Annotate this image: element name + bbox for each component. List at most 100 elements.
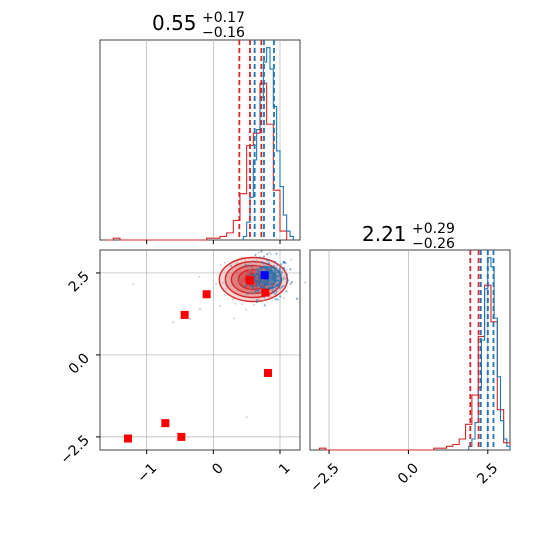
- p2-sample-gray: [243, 289, 246, 292]
- p2-sample-gray: [224, 283, 227, 286]
- p2-sample-gray: [232, 279, 235, 282]
- p2-marker-red-0: [124, 434, 132, 443]
- p2-sample-gray: [270, 253, 273, 256]
- p2-sample-gray: [233, 317, 236, 320]
- p2-sample-blue: [277, 284, 280, 287]
- p2-sample-gray: [253, 292, 256, 295]
- p2-sample-gray: [277, 281, 280, 284]
- p2-sample-gray: [235, 289, 238, 292]
- p2-sample-blue: [278, 282, 281, 286]
- p2-marker-red-3: [180, 310, 189, 319]
- p2-sample-blue: [273, 264, 276, 268]
- p2-marker-red-6: [261, 288, 270, 297]
- p2-sample-gray: [243, 271, 246, 274]
- p2-marker-red-7: [246, 276, 254, 285]
- p2-sample-blue: [271, 281, 274, 284]
- p2-sample-blue: [267, 278, 271, 281]
- p2-sample-gray: [282, 296, 285, 299]
- panel-bottom-right-title-value: 2.21: [362, 222, 407, 246]
- p2-sample-gray: [248, 288, 251, 291]
- p2-sample-gray: [234, 273, 237, 276]
- p2-sample-blue: [254, 284, 257, 287]
- p2-sample-blue: [274, 288, 277, 291]
- p2-sample-blue: [282, 261, 285, 264]
- p2-sample-blue: [229, 264, 232, 267]
- p2-sample-outlier-2: [219, 304, 221, 307]
- p2-sample-blue: [270, 268, 273, 271]
- panel-top-left-title-plus: +0.17: [202, 10, 245, 26]
- p2-tick-label-y-0: −2.5: [57, 432, 92, 467]
- panel-bottom-right-grid: [328, 250, 489, 450]
- p3-hist-red: [318, 284, 511, 451]
- p2-sample-gray: [237, 269, 240, 272]
- p2-sample-gray: [240, 276, 243, 279]
- p2-sample-gray: [256, 268, 259, 271]
- p2-sample-gray: [245, 294, 248, 297]
- p2-sample-blue: [272, 290, 275, 294]
- p2-sample-blue: [258, 277, 261, 280]
- p2-sample-blue: [282, 277, 285, 280]
- panel-bottom-right-ticks: −2.5 0.0 2.5: [307, 450, 501, 496]
- p2-sample-gray: [257, 264, 260, 267]
- p2-sample-blue: [263, 296, 266, 299]
- p2-sample-blue: [243, 285, 246, 288]
- p2-sample-gray: [236, 277, 239, 280]
- p2-sample-blue: [273, 260, 277, 263]
- p2-sample-gray: [304, 281, 307, 284]
- p2-sample-blue: [255, 298, 259, 302]
- p2-sample-gray: [269, 251, 272, 254]
- p2-sample-blue: [258, 256, 262, 259]
- p2-sample-gray: [269, 273, 272, 276]
- p2-sample-gray: [215, 282, 218, 285]
- p2-sample-gray: [252, 303, 255, 306]
- p2-sample-blue: [268, 270, 271, 273]
- p2-sample-blue: [260, 261, 264, 264]
- panel-bottom-right-histogram: −2.5 0.0 2.5 2.21 +0.29 −0.26: [307, 221, 511, 496]
- p2-sample-blue: [257, 272, 260, 276]
- p2-sample-blue: [274, 297, 277, 301]
- p2-sample-blue: [258, 291, 261, 294]
- p2-sample-blue: [285, 290, 288, 293]
- p2-sample-blue: [266, 253, 269, 256]
- p3-tick-label-x-1: 0.0: [395, 460, 422, 487]
- p2-tick-label-y-1: 0.0: [66, 350, 93, 377]
- p2-sample-blue: [254, 260, 257, 264]
- p2-sample-gray: [222, 281, 225, 284]
- p2-sample-gray: [236, 278, 239, 281]
- p2-sample-gray: [248, 268, 251, 271]
- p2-tick-label-y-2: 2.5: [66, 268, 93, 295]
- p2-sample-blue: [249, 270, 252, 273]
- p2-sample-blue: [290, 280, 294, 284]
- p2-sample-blue: [278, 287, 282, 290]
- p2-sample-gray: [225, 288, 228, 291]
- p2-sample-blue: [276, 279, 280, 282]
- p2-sample-gray: [247, 267, 250, 270]
- panel-bottom-left-frame: [99, 249, 301, 451]
- p2-sample-blue: [260, 280, 263, 283]
- p2-sample-gray: [245, 308, 248, 311]
- p2-sample-gray: [247, 273, 250, 276]
- p2-sample-gray: [256, 275, 259, 278]
- p2-sample-blue: [252, 287, 255, 290]
- p2-sample-blue: [270, 271, 273, 274]
- p2-tick-label-x-2: 1: [276, 460, 294, 478]
- p2-sample-blue: [267, 286, 270, 289]
- p2-sample-blue: [278, 269, 281, 272]
- p2-sample-gray: [198, 275, 201, 278]
- p2-sample-blue: [275, 266, 278, 270]
- p2-sample-blue: [280, 285, 283, 288]
- p2-sample-gray: [251, 292, 254, 295]
- p2-sample-gray: [249, 268, 252, 271]
- p1-hist-blue: [242, 47, 294, 240]
- p2-sample-blue: [268, 259, 271, 262]
- p2-sample-blue: [250, 285, 253, 288]
- p2-sample-blue: [280, 263, 283, 266]
- p2-sample-blue: [263, 286, 266, 289]
- p2-tick-label-x-1: 0: [209, 460, 227, 478]
- p2-sample-gray: [257, 286, 260, 289]
- p2-sample-blue: [245, 284, 248, 287]
- p2-sample-blue: [273, 271, 276, 274]
- p2-sample-blue: [256, 275, 260, 278]
- p2-sample-blue: [262, 255, 266, 258]
- p2-sample-gray: [285, 268, 288, 271]
